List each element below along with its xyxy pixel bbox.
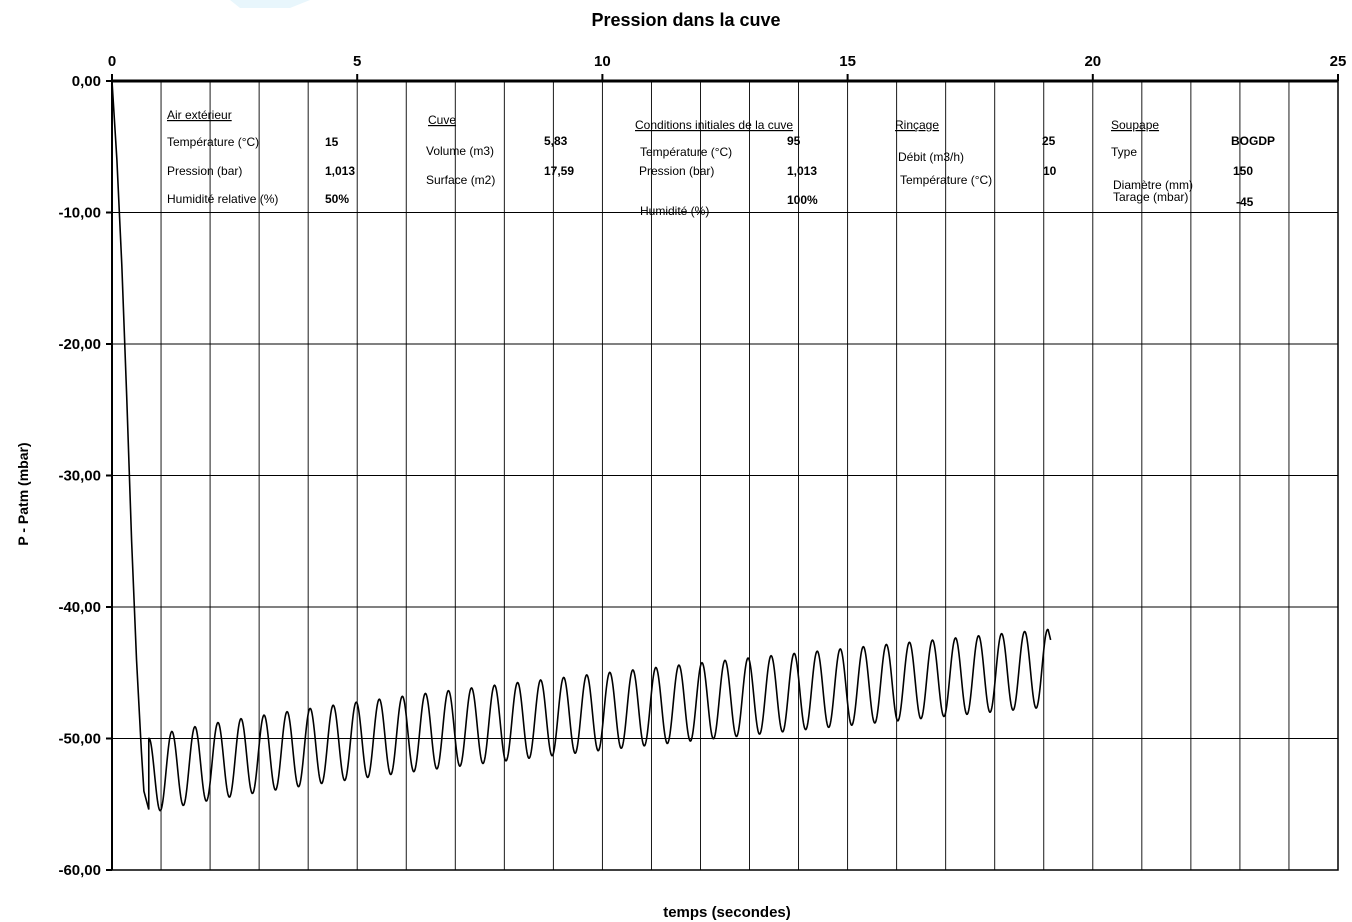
annotation-label: Diamètre (mm) <box>1113 178 1193 192</box>
annotation-label: Surface (m2) <box>426 173 495 187</box>
chart-title: Pression dans la cuve <box>591 10 780 30</box>
y-tick-label: -50,00 <box>58 731 101 748</box>
annotation-heading: Cuve <box>428 113 456 127</box>
annotation-label: Humidité (%) <box>640 204 709 218</box>
annotation-conditions-initiales: Conditions initiales de la cuve Températ… <box>635 118 818 218</box>
annotation-heading: Soupape <box>1111 118 1159 132</box>
annotation-value: 1,013 <box>787 164 817 178</box>
y-tick-labels: 0,00 -10,00 -20,00 -30,00 -40,00 -50,00 -60,00 <box>58 73 112 879</box>
annotation-rincage: Rinçage Débit (m3/h) 25 Température (°C)… <box>895 118 1057 187</box>
x-tick-label: 0 <box>108 53 116 70</box>
annotation-value: 95 <box>787 134 801 148</box>
annotation-value: 50% <box>325 192 349 206</box>
x-axis-title: temps (secondes) <box>663 904 791 921</box>
annotation-label: Température (°C) <box>900 173 992 187</box>
annotation-label: Tarage (mbar) <box>1113 190 1188 204</box>
corner-tint <box>230 0 310 8</box>
annotation-label: Pression (bar) <box>639 164 714 178</box>
annotation-value: 17,59 <box>544 164 574 178</box>
annotation-heading: Air extérieur <box>167 108 232 122</box>
annotation-value: 5,83 <box>544 134 568 148</box>
annotation-label: Volume (m3) <box>426 144 494 158</box>
annotation-air-exterieur: Air extérieur Température (°C) 15 Pressi… <box>167 108 355 206</box>
annotation-value: 10 <box>1043 164 1057 178</box>
annotation-value: 15 <box>325 135 339 149</box>
x-tick-labels: 0 5 10 15 20 25 <box>108 53 1347 81</box>
x-tick-label: 15 <box>839 53 856 70</box>
annotation-value: 25 <box>1042 134 1056 148</box>
annotation-value: 1,013 <box>325 164 355 178</box>
annotation-label: Type <box>1111 145 1137 159</box>
annotation-label: Pression (bar) <box>167 164 242 178</box>
annotation-label: Humidité relative (%) <box>167 192 278 206</box>
x-tick-label: 25 <box>1330 53 1347 70</box>
y-tick-label: 0,00 <box>72 73 101 90</box>
annotation-heading: Conditions initiales de la cuve <box>635 118 793 132</box>
annotation-label: Débit (m3/h) <box>898 150 964 164</box>
grid <box>112 81 1338 870</box>
annotation-soupape: Soupape Type BOGDP Diamètre (mm) 150 Tar… <box>1111 118 1275 209</box>
annotation-label: Température (°C) <box>640 145 732 159</box>
x-tick-label: 10 <box>594 53 611 70</box>
y-axis-title: P - Patm (mbar) <box>15 442 31 545</box>
annotation-heading: Rinçage <box>895 118 939 132</box>
y-tick-label: -30,00 <box>58 468 101 485</box>
annotation-value: 100% <box>787 193 818 207</box>
y-tick-label: -40,00 <box>58 599 101 616</box>
annotation-value: BOGDP <box>1231 134 1275 148</box>
annotation-cuve: Cuve Volume (m3) 5,83 Surface (m2) 17,59 <box>426 113 574 187</box>
y-tick-label: -10,00 <box>58 205 101 222</box>
series-line-pressure <box>111 80 1052 812</box>
x-tick-label: 5 <box>353 53 361 70</box>
annotation-label: Température (°C) <box>167 135 259 149</box>
y-tick-label: -20,00 <box>58 336 101 353</box>
y-tick-label: -60,00 <box>58 862 101 879</box>
annotation-value: 150 <box>1233 164 1253 178</box>
annotation-value: -45 <box>1236 195 1254 209</box>
x-tick-label: 20 <box>1084 53 1101 70</box>
